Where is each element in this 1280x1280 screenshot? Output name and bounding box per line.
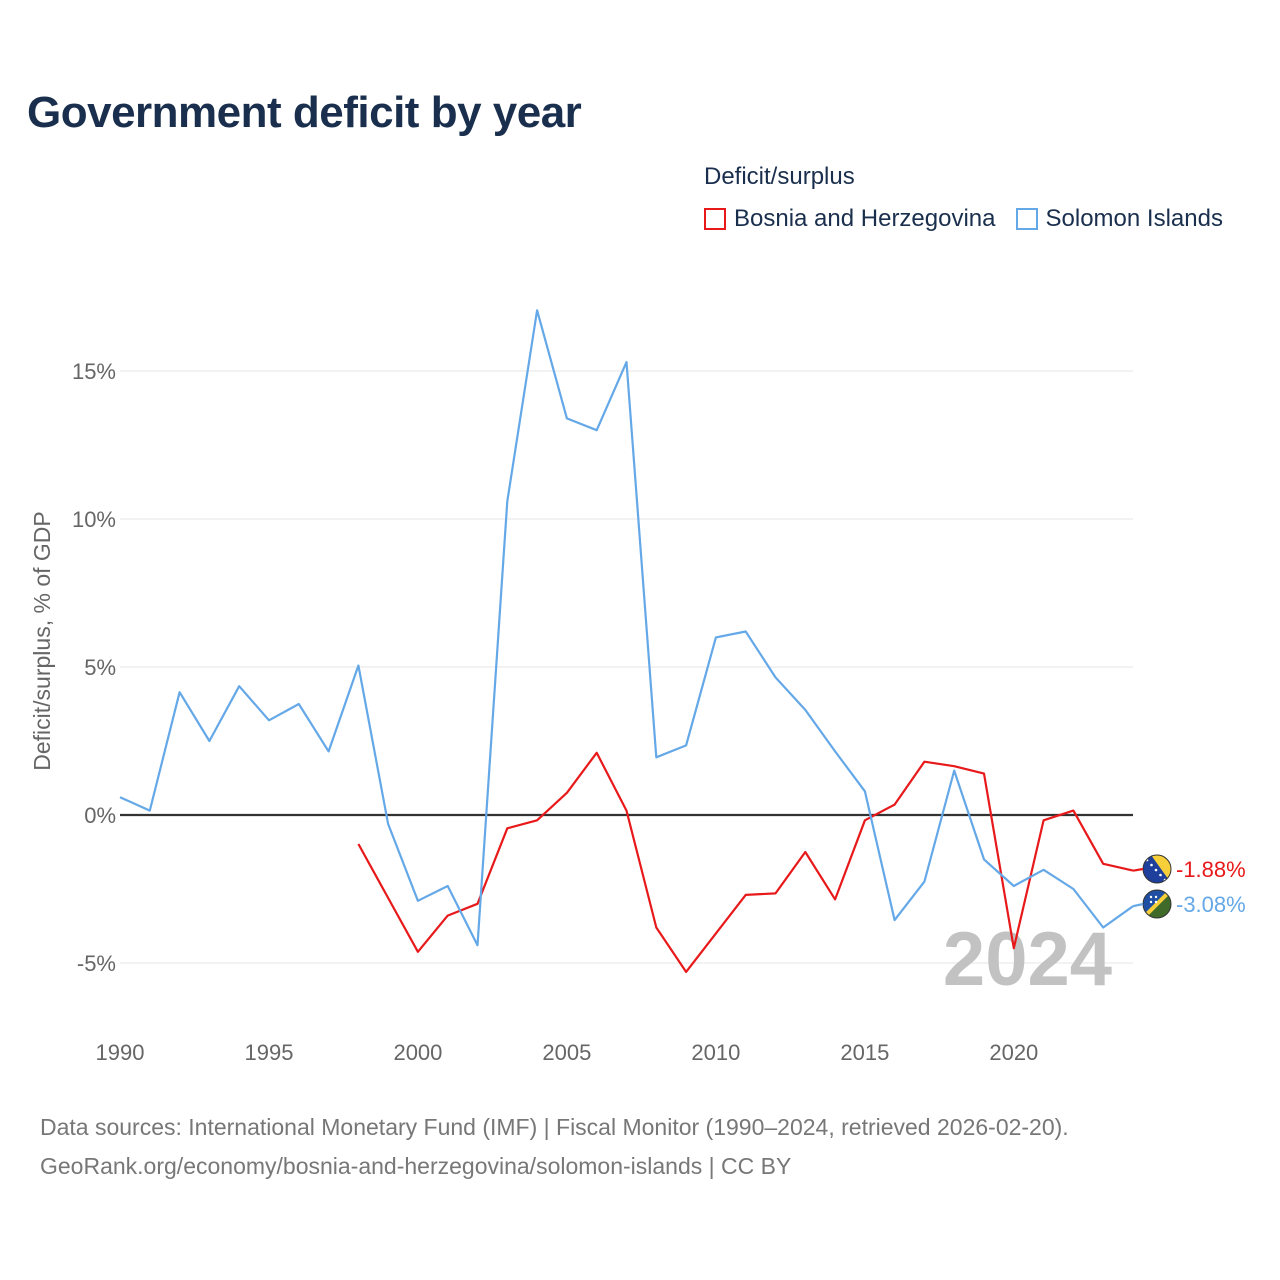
data-point[interactable] — [594, 750, 599, 755]
end-connector — [1132, 867, 1144, 872]
footer-sources: Data sources: International Monetary Fun… — [40, 1114, 1069, 1140]
series-line-bosnia[interactable] — [357, 751, 1134, 974]
data-point[interactable] — [743, 629, 748, 634]
legend-item-solomon[interactable]: Solomon Islands — [1015, 205, 1223, 233]
legend-swatch-bosnia — [704, 208, 726, 230]
data-point[interactable] — [326, 749, 331, 754]
data-point[interactable] — [386, 821, 391, 826]
data-point[interactable] — [147, 808, 152, 813]
y-axis-label: Deficit/surplus, % of GDP — [29, 511, 55, 770]
data-point[interactable] — [833, 897, 838, 902]
data-point[interactable] — [654, 755, 659, 760]
chart-title: Government deficit by year — [27, 88, 582, 137]
data-point[interactable] — [177, 690, 182, 695]
footer-url: GeoRank.org/economy/bosnia-and-herzegovi… — [40, 1153, 792, 1179]
data-point[interactable] — [1041, 867, 1046, 872]
data-point[interactable] — [892, 802, 897, 807]
data-point[interactable] — [922, 759, 927, 764]
data-point[interactable] — [356, 842, 361, 847]
data-point[interactable] — [1011, 884, 1016, 889]
data-point[interactable] — [773, 891, 778, 896]
current-year-label: 2024 — [943, 917, 1112, 1002]
data-point[interactable] — [862, 789, 867, 794]
y-tick-label: 10% — [72, 507, 116, 532]
legend-title: Deficit/surplus — [704, 163, 855, 190]
data-point[interactable] — [713, 931, 718, 936]
y-tick-label: 15% — [72, 359, 116, 384]
data-point[interactable] — [1101, 925, 1106, 930]
solomon-islands-flag-icon — [1142, 889, 1172, 919]
data-point[interactable] — [386, 895, 391, 900]
data-point[interactable] — [862, 818, 867, 823]
data-point[interactable] — [922, 879, 927, 884]
x-tick-label: 2020 — [989, 1040, 1038, 1065]
data-point[interactable] — [952, 764, 957, 769]
data-point[interactable] — [833, 749, 838, 754]
data-point[interactable] — [803, 850, 808, 855]
data-point[interactable] — [982, 771, 987, 776]
data-point[interactable] — [237, 684, 242, 689]
legend-swatch-solomon — [1015, 208, 1038, 230]
data-point[interactable] — [564, 790, 569, 795]
series-end-markers: -1.88% -3.08% — [1132, 854, 1246, 919]
data-point[interactable] — [535, 818, 540, 823]
data-point[interactable] — [803, 707, 808, 712]
legend-label-bosnia: Bosnia and Herzegovina — [734, 205, 996, 232]
data-point[interactable] — [624, 360, 629, 365]
x-tick-label: 1995 — [244, 1040, 293, 1065]
legend-label-solomon: Solomon Islands — [1045, 205, 1223, 232]
legend-item-bosnia[interactable]: Bosnia and Herzegovina — [704, 205, 996, 233]
x-tick-label: 2015 — [840, 1040, 889, 1065]
data-point[interactable] — [475, 943, 480, 948]
data-point[interactable] — [445, 884, 450, 889]
data-point[interactable] — [773, 675, 778, 680]
data-point[interactable] — [684, 969, 689, 974]
data-point[interactable] — [594, 428, 599, 433]
y-tick-label: 0% — [84, 803, 116, 828]
footer: Data sources: International Monetary Fun… — [40, 1108, 1069, 1186]
data-point[interactable] — [654, 925, 659, 930]
data-point[interactable] — [505, 499, 510, 504]
x-axis-ticks: 1990 1995 2000 2005 2010 2015 2020 — [96, 1040, 1039, 1065]
data-point[interactable] — [952, 768, 957, 773]
data-point[interactable] — [1101, 861, 1106, 866]
bosnia-flag-icon — [1142, 854, 1172, 884]
data-point[interactable] — [743, 892, 748, 897]
data-point[interactable] — [1071, 808, 1076, 813]
y-tick-label: -5% — [77, 951, 116, 976]
x-tick-label: 1990 — [96, 1040, 145, 1065]
data-point[interactable] — [982, 857, 987, 862]
data-point[interactable] — [624, 808, 629, 813]
end-value-label: -1.88% — [1176, 857, 1246, 882]
data-point[interactable] — [1071, 887, 1076, 892]
data-point[interactable] — [535, 308, 540, 313]
data-point[interactable] — [684, 743, 689, 748]
y-axis-ticks: 15% 10% 5% 0% -5% — [72, 359, 116, 976]
legend: Bosnia and Herzegovina Solomon Islands — [704, 205, 1223, 233]
end-value-label: -3.08% — [1176, 892, 1246, 917]
x-tick-label: 2010 — [691, 1040, 740, 1065]
data-point[interactable] — [207, 739, 212, 744]
data-point[interactable] — [505, 826, 510, 831]
data-point[interactable] — [415, 898, 420, 903]
data-point[interactable] — [892, 918, 897, 923]
data-point[interactable] — [356, 663, 361, 668]
end-connector — [1132, 902, 1144, 908]
data-point[interactable] — [1041, 818, 1046, 823]
x-tick-label: 2000 — [393, 1040, 442, 1065]
data-point[interactable] — [713, 635, 718, 640]
x-tick-label: 2005 — [542, 1040, 591, 1065]
data-point[interactable] — [415, 949, 420, 954]
data-point[interactable] — [296, 702, 301, 707]
y-tick-label: 5% — [84, 655, 116, 680]
series-line-solomon[interactable] — [119, 309, 1134, 947]
data-point[interactable] — [445, 913, 450, 918]
series-lines — [118, 308, 1134, 974]
gridlines — [120, 370, 1133, 964]
data-point[interactable] — [266, 718, 271, 723]
data-point[interactable] — [1011, 946, 1016, 951]
data-point[interactable] — [564, 416, 569, 421]
data-point[interactable] — [118, 795, 123, 800]
